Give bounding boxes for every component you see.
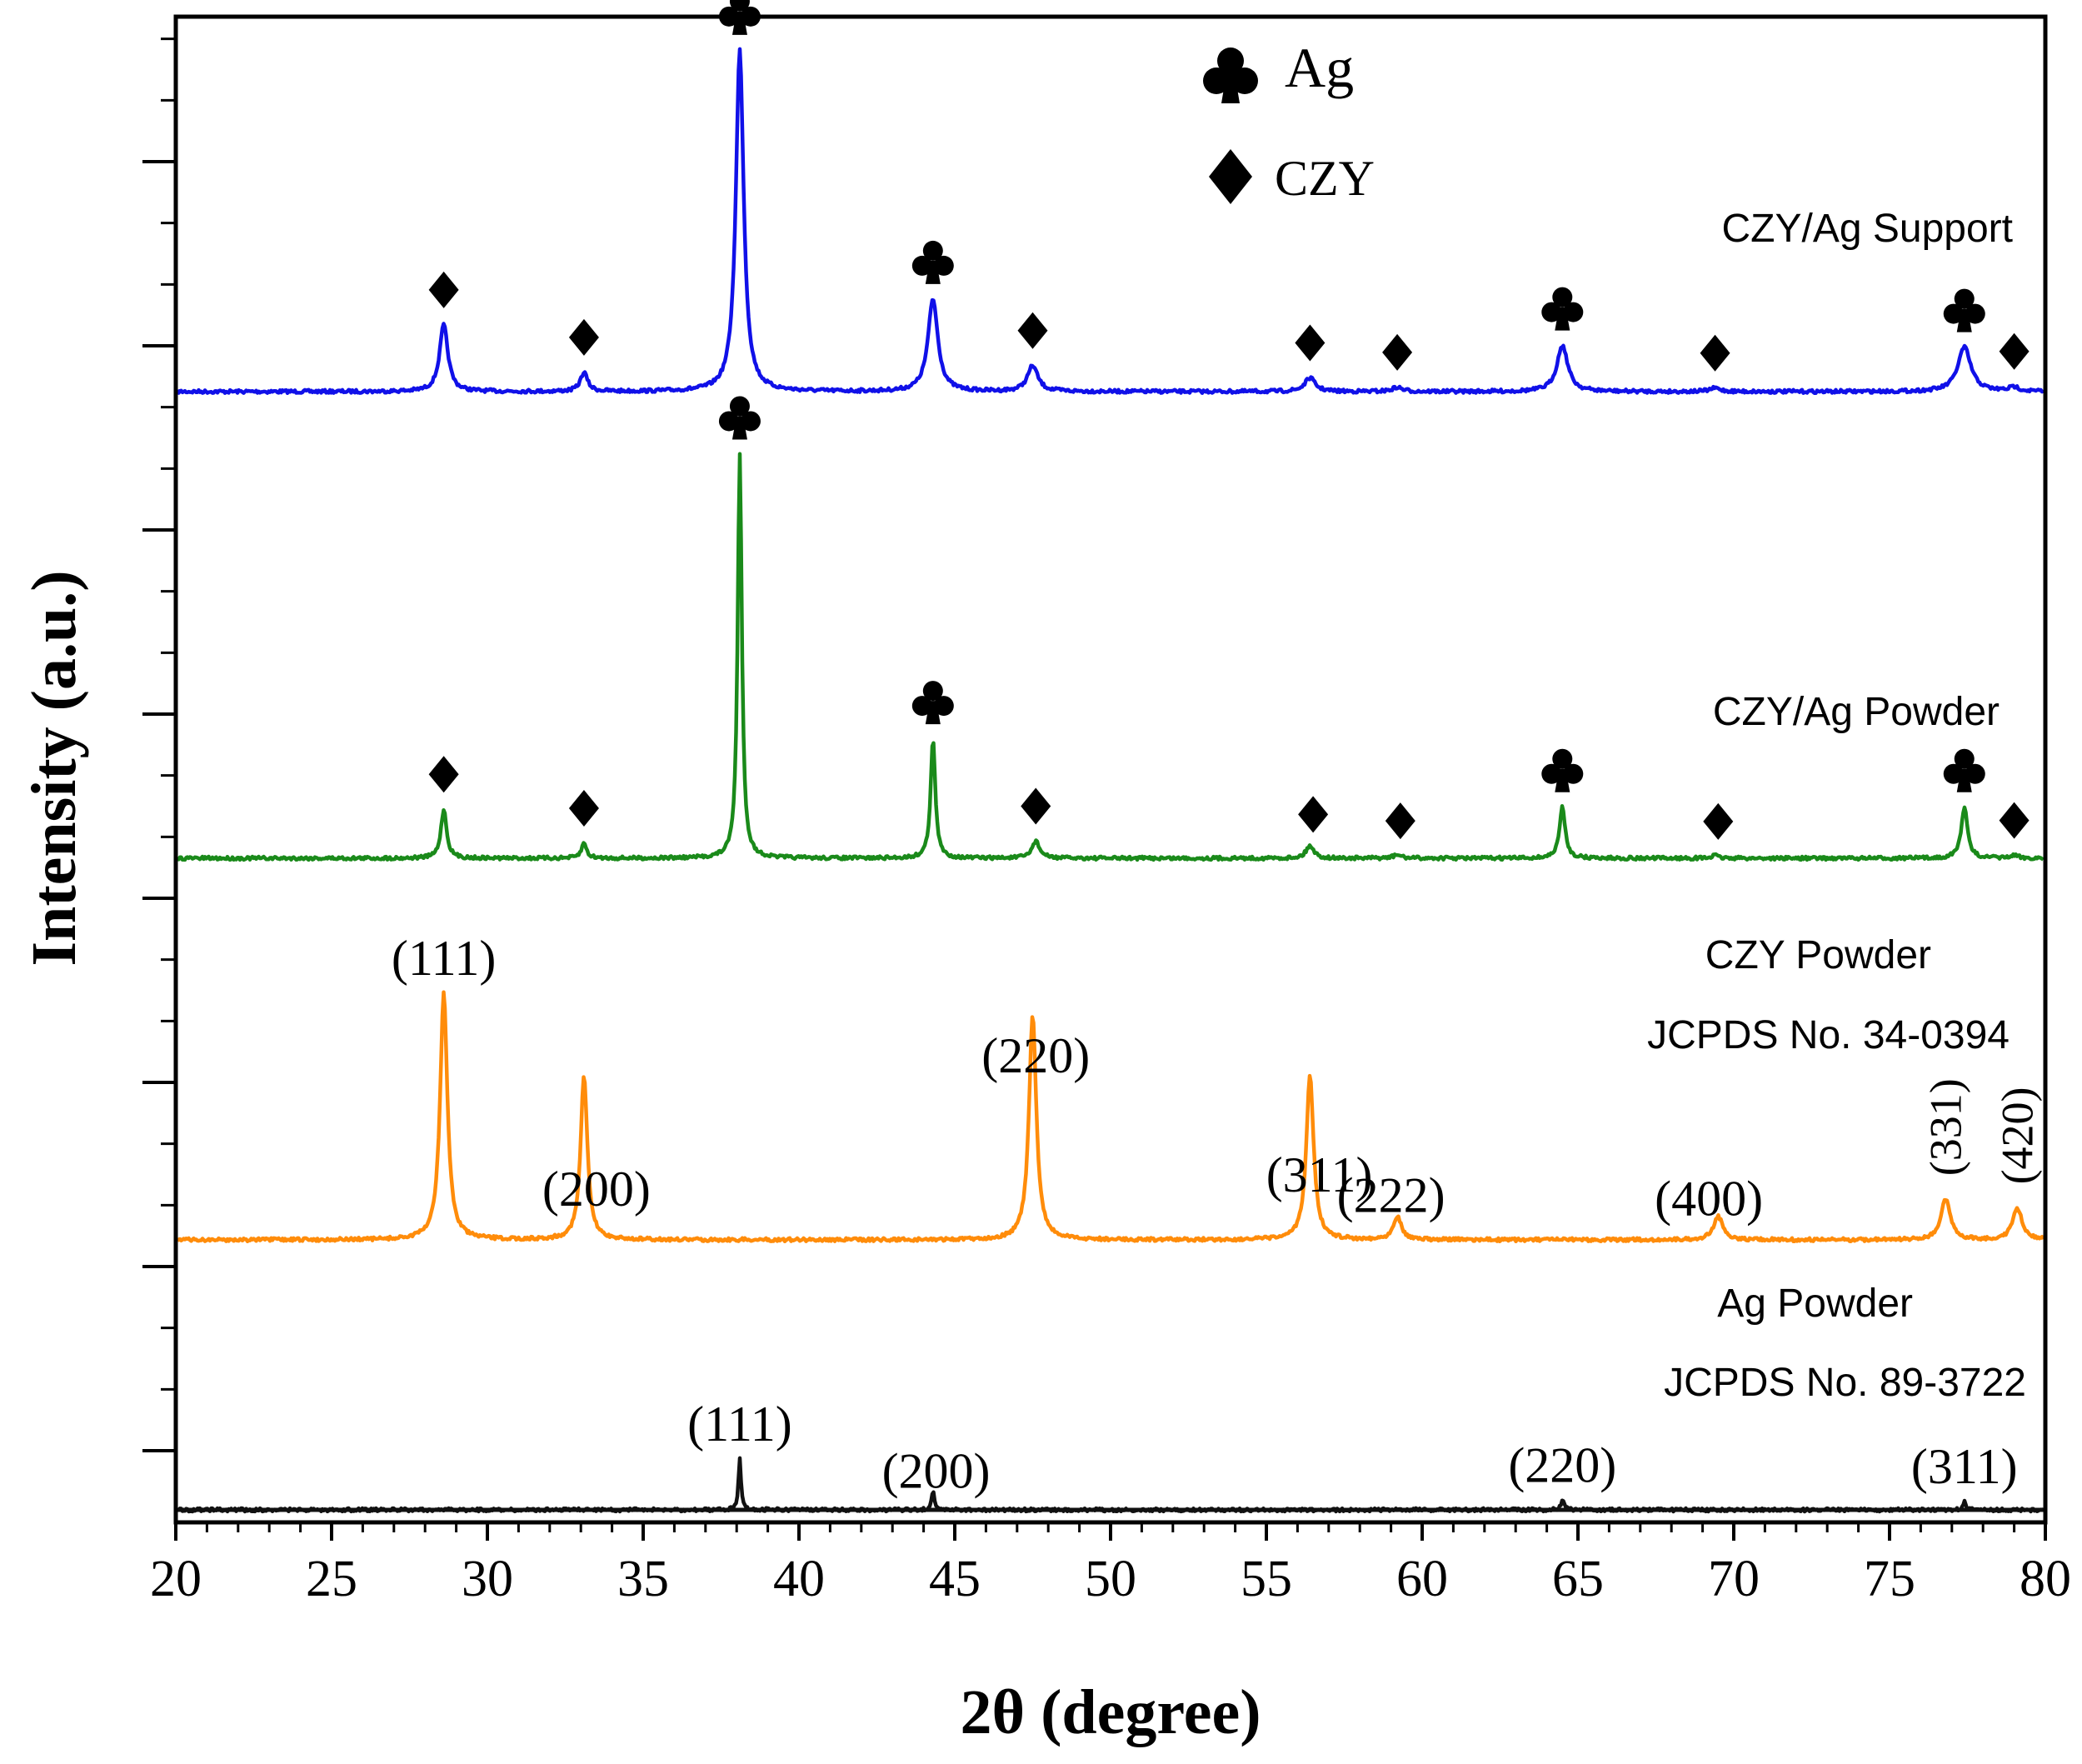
label-czy-ag-powder: CZY/Ag Powder (1713, 690, 2000, 734)
diamond-marker-czy-ag-powder-10 (1999, 802, 2030, 839)
x-tick-label: 35 (617, 1551, 669, 1607)
diamond-marker-czy-ag-powder-4 (1021, 787, 1051, 825)
club-marker-czy-ag-powder-2 (718, 396, 761, 440)
x-tick-label: 20 (150, 1551, 202, 1607)
club-lobe (1943, 303, 1964, 324)
x-tick-label: 30 (462, 1551, 513, 1607)
club-lobe (1965, 303, 1985, 324)
club-stem (925, 260, 941, 284)
diamond-marker-czy-ag-powder-5 (1298, 796, 1329, 833)
x-tick-label: 45 (929, 1551, 981, 1607)
club-lobe (729, 396, 750, 417)
legend-label-czy: CZY (1275, 151, 1375, 206)
trace-czy-powder (176, 990, 2045, 1244)
x-tick-label: 70 (1708, 1551, 1760, 1607)
hkl-label-czy-powder-2: (220) (981, 1028, 1090, 1083)
diamond-marker-czy-ag-support-0 (428, 271, 459, 308)
diamond-marker-czy-ag-support-1 (568, 318, 599, 356)
hkl-label-czy-powder-4: (222) (1337, 1167, 1445, 1222)
club-lobe (1965, 763, 1985, 784)
x-tick-label: 60 (1396, 1551, 1448, 1607)
trace-czy-ag-powder (176, 452, 2045, 862)
label-jcpds-34-0394: JCPDS No. 34-0394 (1647, 1013, 2010, 1057)
club-lobe (922, 681, 943, 702)
club-lobe (1943, 763, 1964, 784)
hkl-label-czy-powder-1: (200) (542, 1162, 651, 1217)
hkl-label-ag-powder-2: (220) (1508, 1437, 1616, 1492)
club-lobe (1563, 763, 1584, 784)
label-ag-powder: Ag Powder (1717, 1282, 1913, 1326)
club-lobe (933, 696, 954, 717)
hkl-label-ag-powder-0: (111) (687, 1397, 792, 1452)
x-tick-label: 65 (1552, 1551, 1604, 1607)
y-axis-label: Intensity (a.u.) (19, 570, 89, 966)
x-tick-label: 25 (306, 1551, 357, 1607)
club-lobe (718, 411, 739, 432)
hkl-label-czy-powder-7: (420) (1992, 1087, 2042, 1184)
club-marker-czy-ag-support-7 (1541, 287, 1584, 331)
diamond-marker-czy-ag-support-8 (1700, 334, 1730, 372)
hkl-label-czy-powder-6: (331) (1920, 1078, 1970, 1176)
club-lobe (922, 240, 943, 261)
club-stem (731, 416, 747, 440)
club-stem (1555, 768, 1570, 792)
diamond-marker-czy-ag-powder-0 (428, 756, 459, 793)
club-marker-czy-ag-powder-3 (911, 681, 954, 725)
club-lobe (1954, 748, 1975, 769)
club-stem (1555, 307, 1570, 331)
club-lobe (1954, 288, 1975, 309)
x-tick-label: 40 (773, 1551, 825, 1607)
club-lobe (911, 255, 932, 276)
club-lobe (1552, 748, 1573, 769)
diamond-marker-czy-ag-support-6 (1382, 333, 1413, 371)
legend-label-ag: Ag (1285, 36, 1354, 99)
hkl-label-ag-powder-1: (200) (882, 1443, 991, 1498)
diamond-marker-czy-ag-powder-1 (568, 789, 599, 827)
diamond-marker-czy-ag-powder-8 (1703, 802, 1734, 840)
label-jcpds-89-3722: JCPDS No. 89-3722 (1664, 1361, 2026, 1405)
hkl-label-czy-powder-5: (400) (1655, 1171, 1763, 1226)
hkl-label-czy-powder-0: (111) (392, 931, 497, 986)
x-tick-label: 80 (2020, 1551, 2071, 1607)
x-tick-label: 50 (1085, 1551, 1136, 1607)
club-marker-czy-ag-powder-9 (1943, 748, 1985, 792)
hkl-label-czy-powder-3: (311) (1266, 1147, 1373, 1202)
axes-layer: 20 25 30 35 40 45 50 55 60 65 70 75 80 (142, 37, 2071, 1607)
club-stem (925, 701, 941, 725)
traces-layer (175, 47, 2045, 1514)
label-czy-powder: CZY Powder (1705, 933, 1931, 977)
x-axis-label: 2θ (degree) (960, 1677, 1261, 1747)
x-tick-label: 75 (1864, 1551, 1915, 1607)
club-lobe (911, 696, 932, 717)
trace-ag-powder (177, 1456, 2045, 1514)
legend-diamond-icon (1209, 149, 1252, 204)
legend-club-icon (1203, 47, 1258, 103)
x-tick-label: 55 (1241, 1551, 1292, 1607)
diamond-marker-czy-ag-powder-6 (1385, 802, 1415, 840)
club-lobe (933, 255, 954, 276)
marker-layer: (111)(200)(220)(311)(222) (400)(331) (420)… (392, 0, 2042, 1498)
club-marker-czy-ag-support-9 (1943, 288, 1985, 332)
diamond-marker-czy-ag-support-4 (1017, 312, 1048, 349)
club-lobe (1563, 302, 1584, 322)
club-marker-czy-ag-powder-7 (1541, 748, 1584, 792)
diamond-marker-czy-ag-support-5 (1295, 324, 1326, 362)
legend: Ag CZY (1203, 36, 1375, 206)
hkl-label-ag-powder-3: (311) (1911, 1439, 2018, 1494)
club-stem (1956, 308, 1972, 332)
club-stem (1956, 768, 1972, 792)
club-lobe (740, 411, 761, 432)
club-lobe (1541, 302, 1562, 322)
diamond-marker-czy-ag-support-10 (1999, 332, 2030, 370)
club-lobe (1552, 287, 1573, 307)
club-marker-czy-ag-support-3 (911, 240, 954, 284)
club-lobe (1541, 763, 1562, 784)
label-czy-ag-support: CZY/Ag Support (1722, 207, 2014, 251)
trace-czy-ag-support (175, 47, 2045, 396)
